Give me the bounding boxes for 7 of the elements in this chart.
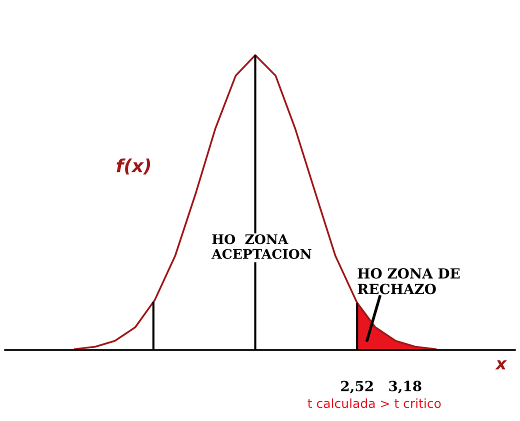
text: t calculada > t critico (308, 398, 441, 408)
annotation: HO ZONA ACEPTACION (212, 234, 312, 259)
x-tick-label: 3,18 (389, 380, 422, 394)
x-axis-title: x (495, 360, 507, 370)
annotation: HO ZONA DE RECHAZO (358, 268, 460, 294)
y-axis-title: f(x) (116, 158, 150, 175)
x-tick-label: 2,52 (341, 380, 373, 394)
